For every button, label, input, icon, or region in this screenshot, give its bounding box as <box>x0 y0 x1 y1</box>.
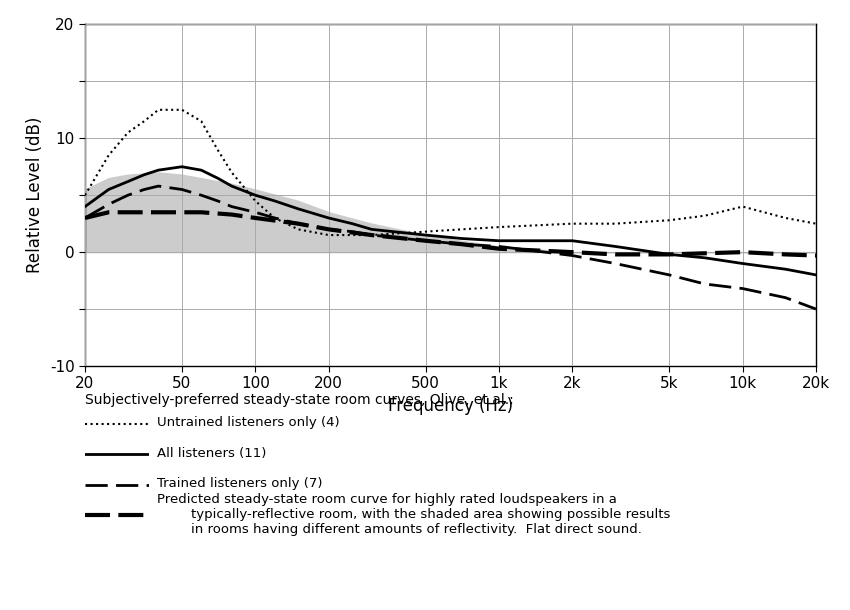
Text: All listeners (11): All listeners (11) <box>157 447 267 460</box>
Text: Untrained listeners only (4): Untrained listeners only (4) <box>157 416 340 429</box>
Text: Subjectively-preferred steady-state room curves, Olive, et al.:: Subjectively-preferred steady-state room… <box>85 393 513 407</box>
Text: Trained listeners only (7): Trained listeners only (7) <box>157 477 323 490</box>
Y-axis label: Relative Level (dB): Relative Level (dB) <box>26 117 44 273</box>
Text: Predicted steady-state room curve for highly rated loudspeakers in a
        typ: Predicted steady-state room curve for hi… <box>157 493 671 536</box>
X-axis label: Frequency (Hz): Frequency (Hz) <box>388 397 513 415</box>
